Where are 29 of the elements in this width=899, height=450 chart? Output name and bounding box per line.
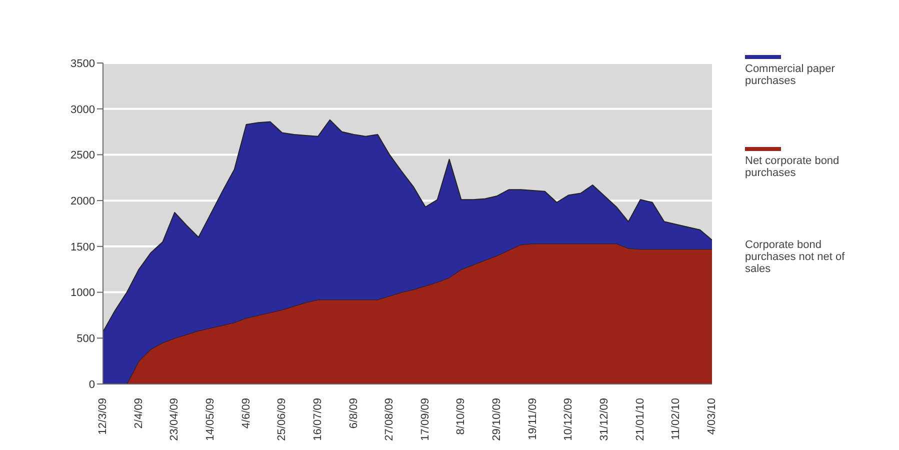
x-tick-label: 8/10/09 [455, 398, 468, 435]
y-tick-label: 2500 [70, 150, 95, 162]
x-tick-label: 19/11/09 [526, 398, 539, 440]
text: Corporate bond purchases not net of sales [745, 239, 846, 275]
y-tick-label: 0 [88, 378, 95, 391]
x-tick-label: 4/6/09 [240, 398, 252, 429]
x-tick-label: 17/09/09 [419, 398, 432, 441]
y-tick-label: 3000 [70, 104, 95, 116]
x-tick-label: 11/02/10 [670, 398, 682, 440]
x-tick-label: 10/12/09 [562, 398, 575, 441]
x-tick-label: 2/4/09 [132, 398, 145, 429]
y-tick-label: 2000 [70, 195, 95, 208]
x-tick-label: 29/10/09 [491, 398, 504, 441]
x-tick-label: 14/05/09 [204, 398, 216, 441]
x-tick-label: 21/01/10 [634, 398, 646, 441]
y-tick-label: 500 [76, 333, 95, 346]
x-tick-label: 16/07/09 [312, 398, 324, 441]
x-tick-label: 4/03/10 [706, 398, 718, 435]
x-tick-label: 27/08/09 [384, 398, 396, 441]
x-tick-label: 12/3/09 [97, 398, 109, 435]
x-tick-label: 25/06/09 [276, 398, 288, 441]
x-tick-label: 23/04/09 [168, 398, 181, 441]
x-tick-label: 31/12/09 [598, 398, 611, 441]
legend-label: Commercial paper purchases [745, 63, 836, 87]
y-tick-label: 1500 [70, 241, 95, 254]
legend-label: Net corporate bond purchases [745, 155, 840, 179]
y-tick-label: 3500 [70, 58, 95, 70]
y-tick-label: 1000 [70, 287, 95, 300]
x-tick-label: 6/8/09 [348, 398, 360, 429]
